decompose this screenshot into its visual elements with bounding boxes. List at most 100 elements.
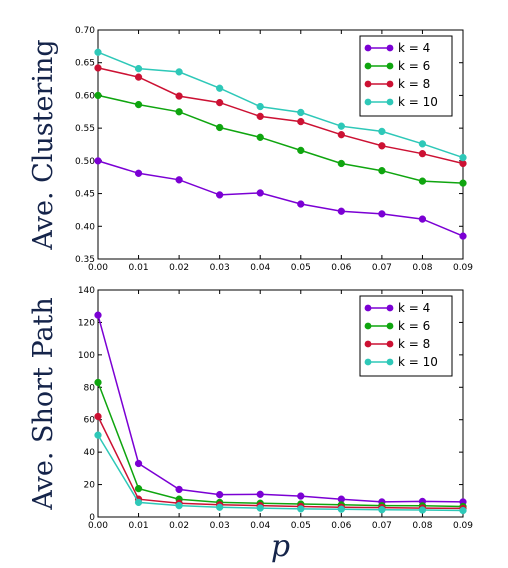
legend-marker bbox=[386, 340, 394, 348]
legend-marker bbox=[386, 44, 394, 52]
data-point bbox=[94, 311, 102, 319]
legend-label: k = 8 bbox=[398, 77, 430, 91]
data-point bbox=[94, 378, 102, 387]
data-point bbox=[216, 191, 224, 199]
y-tick-label: 40 bbox=[84, 448, 96, 458]
plot-frame bbox=[97, 29, 464, 260]
legend-marker bbox=[386, 80, 394, 88]
y-tick-label: 100 bbox=[78, 351, 95, 361]
x-tick-label: 0.04 bbox=[250, 521, 270, 531]
data-point bbox=[94, 157, 102, 165]
legend-marker bbox=[386, 322, 394, 330]
y-tick-label: 0.45 bbox=[75, 190, 95, 200]
data-point bbox=[175, 176, 183, 184]
data-point bbox=[94, 64, 102, 72]
data-point bbox=[134, 498, 143, 507]
plot-frame bbox=[97, 289, 464, 518]
x-tick-label: 0.06 bbox=[331, 263, 351, 273]
legend-marker bbox=[386, 62, 394, 70]
data-point bbox=[94, 91, 102, 100]
legend-marker bbox=[364, 80, 372, 88]
y-tick-label: 0.50 bbox=[75, 157, 95, 167]
data-point bbox=[134, 484, 143, 493]
series-line-3 bbox=[97, 434, 464, 512]
y-tick-label: 0.35 bbox=[75, 255, 95, 265]
legend-marker bbox=[386, 304, 394, 312]
data-point bbox=[337, 207, 345, 215]
data-point bbox=[175, 68, 183, 76]
legend-marker bbox=[386, 98, 394, 106]
x-tick-label: 0.08 bbox=[412, 263, 432, 273]
data-point bbox=[378, 167, 386, 175]
x-tick-label: 0.07 bbox=[372, 263, 392, 273]
data-point bbox=[94, 412, 102, 421]
series-line-1 bbox=[97, 94, 464, 184]
y-tick-label: 140 bbox=[78, 286, 95, 296]
x-tick-label: 0.04 bbox=[250, 263, 270, 273]
legend: k = 4 k = 6 k = 8 k = 10 bbox=[359, 295, 453, 377]
legend-label: k = 6 bbox=[398, 319, 430, 333]
legend-marker bbox=[364, 98, 372, 106]
data-point bbox=[256, 133, 264, 141]
short-path-chart: 0.00 0.01 0.02 0.03 0.04 0.05 0.06 0.07 0.08 0.09… bbox=[28, 286, 473, 564]
x-tick-label: 0.07 bbox=[372, 521, 392, 531]
legend-marker bbox=[364, 62, 372, 70]
data-point bbox=[378, 210, 386, 218]
data-point bbox=[459, 232, 467, 240]
data-point bbox=[459, 153, 467, 162]
data-point bbox=[378, 506, 386, 514]
y-axis-label: Ave. Short Path bbox=[28, 297, 59, 511]
legend-marker bbox=[364, 340, 372, 348]
y-tick-label: 0 bbox=[89, 513, 95, 523]
data-point bbox=[459, 506, 467, 515]
x-tick-label: 0.03 bbox=[210, 263, 230, 273]
x-tick-label: 0.02 bbox=[169, 521, 189, 531]
y-axis-label: Ave. Clustering bbox=[28, 39, 59, 250]
y-tick-label: 0.70 bbox=[75, 26, 95, 36]
data-point bbox=[337, 159, 345, 168]
x-tick-label: 0.01 bbox=[129, 263, 149, 273]
series-line-0 bbox=[97, 314, 464, 503]
data-point bbox=[134, 64, 143, 73]
y-tick-label: 0.55 bbox=[75, 124, 95, 134]
legend-label: k = 4 bbox=[398, 41, 430, 55]
legend: k = 4 k = 6 k = 8 k = 10 bbox=[359, 35, 453, 117]
data-point bbox=[216, 84, 224, 92]
data-point bbox=[337, 122, 345, 130]
data-point bbox=[94, 48, 102, 56]
legend-marker bbox=[364, 322, 372, 330]
data-point bbox=[256, 504, 264, 512]
y-tick-label: 60 bbox=[84, 416, 96, 426]
data-point bbox=[256, 189, 264, 197]
data-point bbox=[337, 505, 345, 513]
y-tick-label: 120 bbox=[78, 318, 95, 328]
data-point bbox=[378, 127, 386, 136]
data-point bbox=[175, 92, 183, 100]
series-line-2 bbox=[97, 416, 464, 510]
data-point bbox=[459, 179, 467, 187]
y-tick-label: 0.60 bbox=[75, 91, 95, 101]
data-point bbox=[418, 150, 427, 158]
x-tick-label: 0.01 bbox=[129, 521, 149, 531]
data-point bbox=[297, 146, 305, 155]
legend-marker bbox=[364, 358, 372, 366]
data-point bbox=[216, 98, 224, 107]
legend-label: k = 6 bbox=[398, 59, 430, 73]
data-point bbox=[418, 215, 427, 223]
y-tick-label: 0.40 bbox=[75, 222, 95, 232]
data-point bbox=[297, 200, 305, 208]
x-tick-label: 0.05 bbox=[291, 263, 311, 273]
data-point bbox=[216, 490, 224, 499]
x-axis-label: p bbox=[271, 529, 290, 564]
data-point bbox=[256, 102, 264, 111]
data-point bbox=[378, 142, 386, 150]
data-point bbox=[175, 502, 183, 510]
data-point bbox=[297, 492, 305, 500]
x-tick-label: 0.05 bbox=[291, 521, 311, 531]
x-tick-label: 0.00 bbox=[88, 263, 108, 273]
data-point bbox=[134, 73, 143, 81]
legend-label: k = 10 bbox=[398, 355, 438, 369]
legend-marker bbox=[364, 304, 372, 312]
data-point bbox=[175, 485, 183, 494]
data-point bbox=[297, 505, 305, 513]
